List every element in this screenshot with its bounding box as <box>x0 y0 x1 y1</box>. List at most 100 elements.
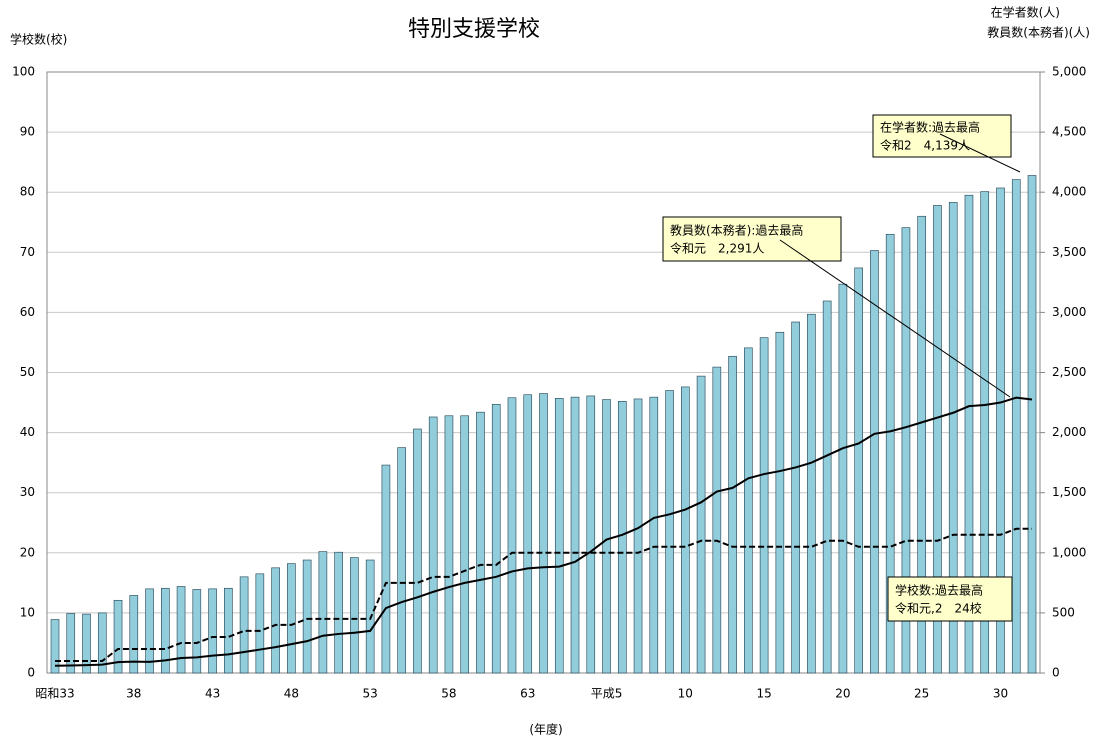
bar <box>586 395 596 674</box>
bar <box>224 587 233 674</box>
x-tick-label: 58 <box>441 687 456 701</box>
x-tick-label: 平成5 <box>591 687 623 701</box>
y-axis-label: 学校数(校) <box>10 32 67 47</box>
x-tick-label: 43 <box>205 687 220 701</box>
y2-tick-label: 2,500 <box>1052 365 1086 379</box>
y2-tick-label: 1,000 <box>1052 545 1086 559</box>
bar <box>570 396 580 674</box>
y-tick-label: 60 <box>20 305 35 319</box>
x-tick-label: 30 <box>993 687 1008 701</box>
y2-axis-label: 在学者数(人) <box>991 5 1060 20</box>
bar <box>649 396 659 674</box>
x-tick-label: 20 <box>835 687 850 701</box>
x-tick-label: 48 <box>284 687 299 701</box>
y2-tick-label: 3,000 <box>1052 305 1086 319</box>
bar <box>633 398 643 674</box>
x-tick-label: 38 <box>126 687 141 701</box>
y-tick-label: 50 <box>20 365 35 379</box>
bar <box>728 355 737 674</box>
annotation-text: 令和2 4,139人 <box>880 138 970 153</box>
bar <box>822 300 832 674</box>
bar <box>66 613 76 674</box>
bar <box>539 393 548 674</box>
bar <box>176 586 186 674</box>
y-tick-label: 30 <box>20 485 35 499</box>
annotation-arrow <box>779 239 1011 398</box>
bar <box>665 390 674 674</box>
x-axis-label: (年度) <box>529 722 562 737</box>
bar <box>50 619 60 674</box>
bar <box>696 375 706 674</box>
bar <box>491 404 501 674</box>
bar <box>901 227 911 674</box>
bar <box>791 321 800 674</box>
y2-tick-label: 0 <box>1052 666 1060 680</box>
x-tick-label: 昭和33 <box>35 687 74 701</box>
chart-title: 特別支援学校 <box>408 17 540 42</box>
bar <box>602 399 611 674</box>
bar <box>885 233 895 674</box>
bar <box>255 573 265 674</box>
y2-axis-label: 教員数(本務者)(人) <box>987 25 1090 40</box>
annotation-arrow <box>939 133 1021 173</box>
bar <box>964 194 974 674</box>
y-tick-label: 0 <box>27 666 35 680</box>
annotation-box <box>662 216 842 262</box>
y-tick-label: 70 <box>20 245 35 259</box>
y2-tick-label: 4,000 <box>1052 185 1086 199</box>
y-tick-label: 40 <box>20 425 35 439</box>
bar <box>617 401 627 674</box>
x-tick-label: 15 <box>756 687 771 701</box>
annotation-text: 学校数:過去最高 <box>895 583 983 598</box>
bar <box>933 205 942 674</box>
y2-tick-label: 1,500 <box>1052 485 1086 499</box>
bar <box>1027 175 1037 674</box>
y-tick-label: 10 <box>20 605 35 619</box>
bar <box>113 599 123 674</box>
x-tick-label: 53 <box>363 687 378 701</box>
y2-tick-label: 5,000 <box>1052 65 1086 79</box>
annotation-text: 在学者数:過去最高 <box>880 120 980 135</box>
bar <box>507 397 517 674</box>
bar <box>996 187 1005 674</box>
annotation-box <box>887 576 1013 622</box>
y-tick-label: 80 <box>20 185 35 199</box>
bar <box>744 347 753 674</box>
x-tick-label: 63 <box>520 687 535 701</box>
y2-tick-label: 4,500 <box>1052 125 1086 139</box>
x-tick-label: 25 <box>914 687 929 701</box>
annotation-text: 令和元,2 24校 <box>895 601 982 616</box>
y-tick-label: 90 <box>20 125 35 139</box>
bar <box>476 411 485 674</box>
bar <box>287 563 296 674</box>
bar <box>318 551 328 674</box>
bar <box>208 588 217 674</box>
y-tick-label: 20 <box>20 545 35 559</box>
bar <box>523 394 533 674</box>
plot: 0 10 20 30 40 50 60 70 80 90 100 0 500 1,000 1,500 2,00… <box>12 65 1086 701</box>
annotation-text: 令和元 2,291人 <box>670 241 764 256</box>
bar <box>129 595 139 674</box>
annotation-text: 教員数(本務者):過去最高 <box>670 223 803 238</box>
bar <box>870 250 879 674</box>
bar <box>428 416 438 674</box>
bar <box>712 366 722 674</box>
bar <box>413 428 422 674</box>
line <box>55 527 1032 662</box>
x-tick-label: 10 <box>678 687 693 701</box>
bar <box>302 559 312 674</box>
bar <box>759 337 769 674</box>
line <box>54 396 1033 667</box>
bar <box>854 267 863 674</box>
bar <box>271 567 280 674</box>
bar <box>554 398 564 674</box>
annotation-box <box>872 114 1012 158</box>
bar <box>980 191 990 674</box>
bar <box>145 588 154 674</box>
bar <box>239 576 249 674</box>
y2-tick-label: 500 <box>1052 605 1075 619</box>
bar <box>775 331 785 674</box>
bar <box>161 587 170 674</box>
bar <box>444 415 454 674</box>
